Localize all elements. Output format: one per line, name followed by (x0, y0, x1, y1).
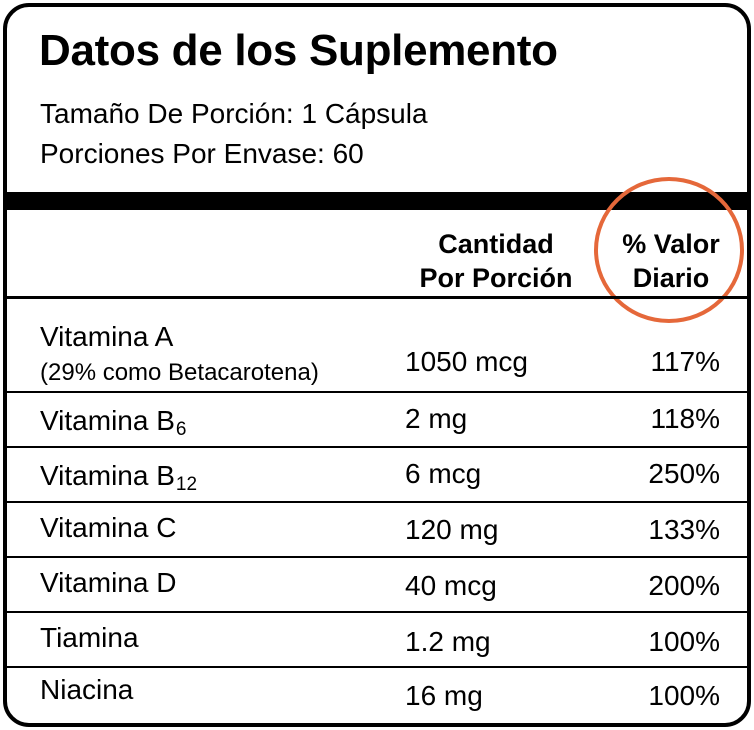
nutrient-amount: 16 mg (405, 680, 483, 711)
servings-per-container: Porciones Por Envase: 60 (40, 138, 364, 169)
nutrient-subscript: 6 (175, 419, 187, 440)
nutrient-name: Vitamina B6 (40, 405, 187, 440)
daily-value-highlight-circle (594, 177, 744, 323)
row-divider (3, 391, 751, 393)
nutrient-name: Vitamina D (40, 567, 177, 598)
row-divider (3, 446, 751, 448)
nutrient-daily-value: 118% (650, 403, 720, 434)
nutrient-note: (29% como Betacarotena) (40, 359, 319, 386)
nutrient-daily-value: 100% (648, 680, 720, 711)
nutrient-name: Vitamina A (40, 321, 174, 352)
nutrient-row-vitamin-c: Vitamina C 120 mg 133% (3, 503, 751, 558)
nutrient-row-vitamin-b12: Vitamina B12 6 mcg 250% (3, 448, 751, 503)
nutrient-amount: 120 mg (405, 514, 499, 545)
nutrient-daily-value: 250% (648, 458, 720, 489)
nutrient-name: Tiamina (40, 622, 139, 653)
row-divider (3, 556, 751, 558)
row-divider (3, 666, 751, 668)
nutrient-amount: 40 mcg (405, 570, 497, 601)
nutrient-daily-value: 200% (648, 570, 720, 601)
amount-per-serving-header: Cantidad Por Porción (419, 229, 573, 293)
nutrient-daily-value: 133% (648, 514, 720, 545)
label-title: Datos de los Suplemento (39, 26, 558, 75)
nutrient-amount: 6 mcg (405, 458, 482, 489)
row-divider (3, 611, 751, 613)
nutrient-name: Niacina (40, 674, 134, 705)
nutrient-amount: 2 mg (405, 403, 468, 434)
nutrient-row-thiamin: Tiamina 1.2 mg 100% (3, 613, 751, 668)
nutrient-daily-value: 100% (648, 626, 720, 657)
nutrient-daily-value: 117% (650, 346, 720, 377)
header-divider (3, 296, 751, 299)
nutrient-row-niacin: Niacina 16 mg 100% (3, 668, 751, 720)
nutrient-name: Vitamina B12 (40, 460, 198, 495)
nutrient-amount: 1050 mcg (405, 346, 528, 377)
nutrient-subscript: 12 (175, 474, 198, 495)
thick-divider (3, 192, 751, 210)
nutrient-row-vitamin-d: Vitamina D 40 mcg 200% (3, 558, 751, 613)
nutrient-row-vitamin-b6: Vitamina B6 2 mg 118% (3, 393, 751, 448)
nutrient-amount: 1.2 mg (405, 626, 491, 657)
supplement-facts-panel (3, 3, 751, 727)
nutrient-name: Vitamina C (40, 512, 177, 543)
nutrient-row-vitamin-a: Vitamina A (29% como Betacarotena) 1050 … (3, 299, 751, 393)
row-divider (3, 501, 751, 503)
serving-size: Tamaño De Porción: 1 Cápsula (40, 98, 428, 129)
